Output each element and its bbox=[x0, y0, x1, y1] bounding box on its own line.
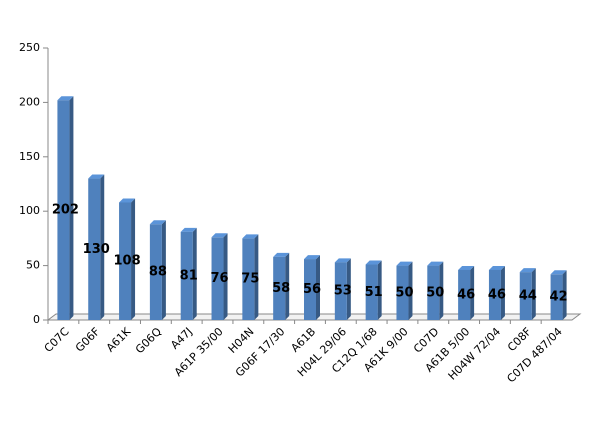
y-tick-label: 150 bbox=[19, 150, 40, 163]
bar bbox=[519, 268, 536, 320]
y-tick-label: 0 bbox=[33, 313, 40, 326]
bar bbox=[242, 234, 259, 320]
bar bbox=[304, 255, 320, 320]
bar bbox=[149, 220, 166, 320]
data-label: 76 bbox=[210, 271, 228, 286]
bar bbox=[550, 270, 567, 320]
bar bbox=[273, 252, 290, 320]
bar bbox=[488, 265, 505, 320]
data-label: 42 bbox=[550, 290, 568, 305]
data-label: 58 bbox=[272, 281, 290, 296]
y-tick-label: 250 bbox=[19, 41, 40, 54]
data-label: 202 bbox=[52, 203, 79, 218]
x-tick-label: G06F bbox=[73, 325, 103, 355]
bar bbox=[57, 96, 74, 320]
data-label: 44 bbox=[519, 289, 537, 304]
y-tick-label: 100 bbox=[19, 204, 40, 217]
data-label: 53 bbox=[334, 284, 352, 299]
bar bbox=[119, 198, 136, 320]
x-tick-label: C07D 487/04 bbox=[504, 325, 564, 385]
data-label: 50 bbox=[426, 285, 444, 300]
x-tick-label: A61K bbox=[104, 325, 134, 355]
data-label: 108 bbox=[113, 254, 140, 269]
data-label: 75 bbox=[241, 272, 259, 287]
bar bbox=[211, 233, 228, 320]
bar bbox=[88, 174, 105, 320]
bar bbox=[458, 265, 475, 320]
x-tick-label: A47J bbox=[168, 325, 195, 352]
bar bbox=[180, 227, 197, 320]
data-label: 46 bbox=[488, 287, 506, 302]
data-label: 81 bbox=[180, 268, 198, 283]
bar bbox=[396, 261, 413, 320]
bar bbox=[365, 260, 382, 320]
data-label: 88 bbox=[149, 265, 167, 280]
data-label: 51 bbox=[365, 285, 383, 300]
y-tick-label: 50 bbox=[26, 259, 40, 272]
data-label: 56 bbox=[303, 282, 321, 297]
y-tick-label: 200 bbox=[19, 95, 40, 108]
data-label: 46 bbox=[457, 287, 475, 302]
x-tick-label: G06Q bbox=[133, 325, 164, 356]
bar bbox=[427, 261, 444, 320]
data-label: 130 bbox=[83, 242, 110, 257]
bar bbox=[334, 258, 351, 320]
data-label: 50 bbox=[395, 285, 413, 300]
x-tick-label: C07C bbox=[42, 325, 72, 355]
